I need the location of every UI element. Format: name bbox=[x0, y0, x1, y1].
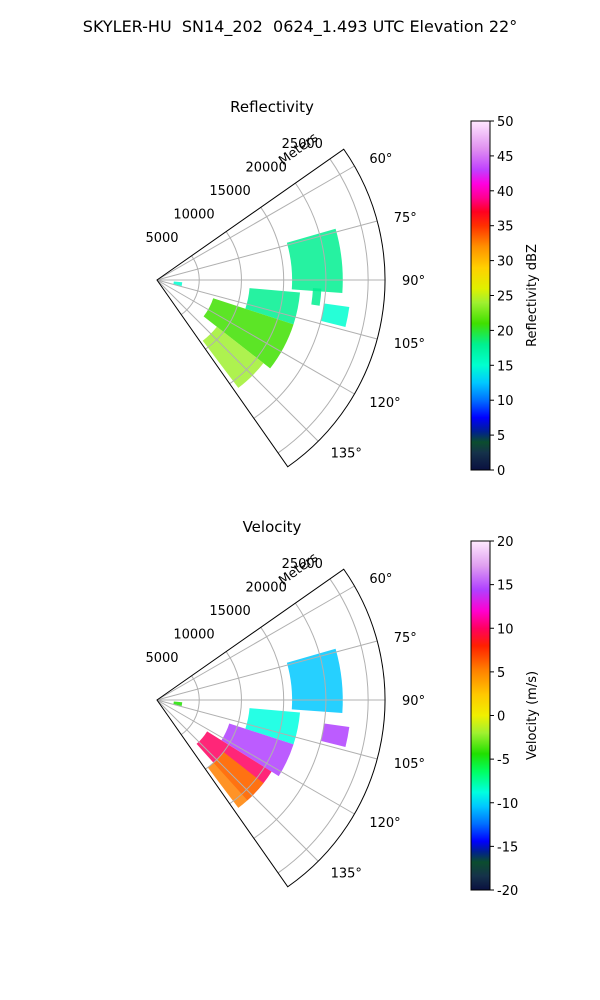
range-tick-label: 15000 bbox=[209, 184, 250, 199]
azimuth-tick-label: 60° bbox=[369, 572, 392, 587]
range-ring bbox=[277, 158, 369, 454]
range-ring bbox=[253, 182, 327, 419]
colorbar-tick-label: 50 bbox=[497, 115, 514, 130]
colorbar-tick-label: -15 bbox=[497, 840, 518, 855]
colorbar-tick-label: -20 bbox=[497, 884, 518, 899]
colorbar-label: Velocity (m/s) bbox=[525, 671, 540, 760]
colorbar-tick-label: 20 bbox=[497, 535, 514, 550]
colorbar-tick-label: 10 bbox=[497, 394, 514, 409]
azimuth-gridline bbox=[156, 699, 355, 815]
range-tick-label: 10000 bbox=[173, 207, 214, 222]
echo-patch bbox=[173, 281, 183, 287]
azimuth-gridline bbox=[156, 640, 378, 701]
colorbar: -20 -15 -10 -5 0 5 10 15 20 Velocity (m/s) bbox=[470, 535, 540, 899]
sector-border bbox=[156, 568, 386, 888]
range-tick-label: 5000 bbox=[145, 231, 178, 246]
azimuth-gridline bbox=[156, 279, 355, 395]
echo-patch bbox=[286, 228, 343, 293]
range-tick-label: 20000 bbox=[245, 161, 286, 176]
colorbar-gradient bbox=[470, 540, 491, 891]
azimuth-tick-label: 135° bbox=[331, 447, 362, 462]
azimuth-tick-label: 105° bbox=[394, 757, 425, 772]
azimuth-tick-label: 75° bbox=[394, 631, 417, 646]
range-ring bbox=[229, 627, 285, 805]
range-tick-label: 15000 bbox=[209, 604, 250, 619]
echo-patch bbox=[311, 288, 322, 306]
range-tick-label: 25000 bbox=[282, 557, 323, 572]
colorbar-tick-label: 5 bbox=[497, 666, 505, 681]
azimuth-gridline bbox=[156, 279, 319, 442]
colorbar-tick-label: 0 bbox=[497, 464, 505, 479]
azimuth-tick-label: 90° bbox=[402, 694, 425, 709]
colorbar: 0 5 10 15 20 25 30 35 40 45 50 Reflectivity dBZ bbox=[470, 115, 540, 479]
sector-border bbox=[156, 148, 386, 468]
echo-patch bbox=[173, 701, 183, 707]
azimuth-tick-label: 120° bbox=[369, 396, 400, 411]
range-ring bbox=[205, 231, 242, 350]
range-tick-label: 25000 bbox=[282, 137, 323, 152]
colorbar-tick-label: 20 bbox=[497, 324, 514, 339]
colorbar-tick-label: 45 bbox=[497, 150, 514, 165]
panel-title: Reflectivity bbox=[230, 98, 314, 116]
azimuth-tick-label: 60° bbox=[369, 152, 392, 167]
figure-title: SKYLER-HU SN14_202 0624_1.493 UTC Elevat… bbox=[82, 17, 518, 36]
colorbar-gradient bbox=[470, 120, 491, 471]
azimuth-gridline bbox=[156, 220, 378, 281]
echo-patch bbox=[221, 723, 294, 777]
echo-patch bbox=[202, 326, 264, 388]
range-ring bbox=[253, 602, 327, 839]
colorbar-tick-label: -5 bbox=[497, 753, 510, 768]
range-tick-label: 20000 bbox=[245, 581, 286, 596]
colorbar-label: Reflectivity dBZ bbox=[525, 244, 540, 347]
azimuth-tick-label: 135° bbox=[331, 867, 362, 882]
range-ring bbox=[229, 207, 285, 385]
colorbar-tick-label: 30 bbox=[497, 255, 514, 270]
azimuth-tick-label: 75° bbox=[394, 211, 417, 226]
colorbar-tick-label: 35 bbox=[497, 220, 514, 235]
azimuth-tick-label: 105° bbox=[394, 337, 425, 352]
echo-patch bbox=[207, 751, 264, 808]
colorbar-tick-label: -10 bbox=[497, 797, 518, 812]
azimuth-gridline bbox=[156, 165, 355, 281]
azimuth-gridline bbox=[156, 699, 319, 862]
ppi-panel-reflectivity: Reflectivity500010000150002000025000Mete… bbox=[145, 98, 540, 479]
echo-patch bbox=[245, 288, 301, 325]
colorbar-tick-label: 5 bbox=[497, 429, 505, 444]
azimuth-gridline bbox=[156, 585, 355, 701]
azimuth-gridline bbox=[156, 279, 378, 340]
echo-patch bbox=[320, 723, 350, 747]
echo-patch bbox=[245, 708, 301, 745]
colorbar-tick-label: 15 bbox=[497, 359, 514, 374]
colorbar-tick-label: 10 bbox=[497, 622, 514, 637]
range-tick-label: 10000 bbox=[173, 627, 214, 642]
azimuth-tick-label: 120° bbox=[369, 816, 400, 831]
colorbar-tick-label: 25 bbox=[497, 290, 514, 305]
azimuth-gridline bbox=[156, 699, 378, 760]
colorbar-tick-label: 15 bbox=[497, 579, 514, 594]
colorbar-tick-label: 0 bbox=[497, 710, 505, 725]
echo-patch bbox=[286, 648, 343, 713]
colorbar-tick-label: 40 bbox=[497, 185, 514, 200]
panel-title: Velocity bbox=[243, 518, 302, 536]
range-ring bbox=[205, 651, 242, 770]
range-ring bbox=[277, 578, 369, 874]
azimuth-tick-label: 90° bbox=[402, 274, 425, 289]
range-tick-label: 5000 bbox=[145, 651, 178, 666]
echo-patch bbox=[320, 303, 350, 327]
